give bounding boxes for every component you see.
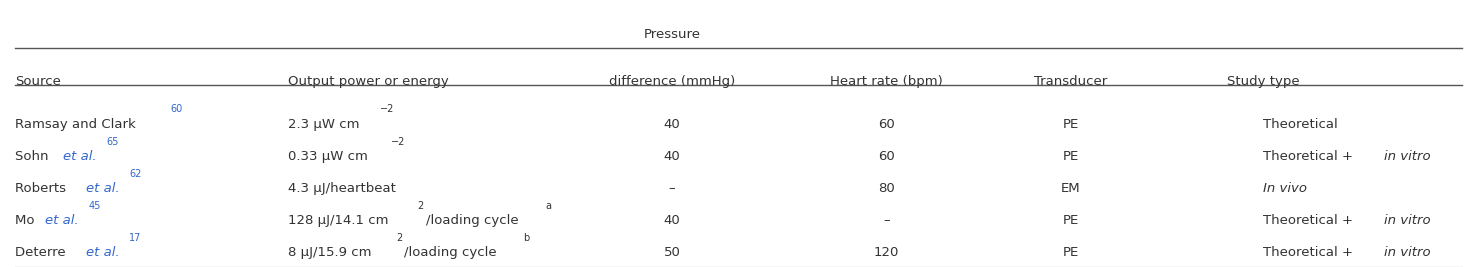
Text: difference (mmHg): difference (mmHg) <box>609 75 736 88</box>
Text: Theoretical: Theoretical <box>1263 118 1338 131</box>
Text: Ramsay and Clark: Ramsay and Clark <box>15 118 136 131</box>
Text: in vitro: in vitro <box>1384 246 1431 259</box>
Text: et al.: et al. <box>86 246 120 259</box>
Text: et al.: et al. <box>64 150 97 163</box>
Text: /loading cycle: /loading cycle <box>403 246 496 259</box>
Text: Transducer: Transducer <box>1034 75 1108 88</box>
Text: 2: 2 <box>418 201 424 211</box>
Text: 120: 120 <box>873 246 899 259</box>
Text: PE: PE <box>1062 118 1080 131</box>
Text: Sohn: Sohn <box>15 150 53 163</box>
Text: Theoretical +: Theoretical + <box>1263 246 1357 259</box>
Text: 0.33 μW cm: 0.33 μW cm <box>288 150 368 163</box>
Text: 2: 2 <box>396 233 402 243</box>
Text: 40: 40 <box>663 150 681 163</box>
Text: Theoretical +: Theoretical + <box>1263 150 1357 163</box>
Text: 40: 40 <box>663 214 681 227</box>
Text: In vivo: In vivo <box>1263 182 1307 195</box>
Text: PE: PE <box>1062 246 1080 259</box>
Text: 40: 40 <box>663 118 681 131</box>
Text: a: a <box>545 201 551 211</box>
Text: in vitro: in vitro <box>1384 150 1431 163</box>
Text: in vitro: in vitro <box>1384 214 1431 227</box>
Text: b: b <box>523 233 530 243</box>
Text: –: – <box>669 182 675 195</box>
Text: PE: PE <box>1062 150 1080 163</box>
Text: EM: EM <box>1060 182 1081 195</box>
Text: 62: 62 <box>130 168 142 179</box>
Text: 4.3 μJ/heartbeat: 4.3 μJ/heartbeat <box>288 182 396 195</box>
Text: –: – <box>883 214 889 227</box>
Text: −2: −2 <box>380 104 394 115</box>
Text: 80: 80 <box>877 182 895 195</box>
Text: Deterre: Deterre <box>15 246 69 259</box>
Text: 60: 60 <box>877 150 895 163</box>
Text: Source: Source <box>15 75 61 88</box>
Text: Mo: Mo <box>15 214 38 227</box>
Text: PE: PE <box>1062 214 1080 227</box>
Text: 50: 50 <box>663 246 681 259</box>
Text: 17: 17 <box>128 233 142 243</box>
Text: Roberts: Roberts <box>15 182 69 195</box>
Text: 60: 60 <box>877 118 895 131</box>
Text: /loading cycle: /loading cycle <box>425 214 518 227</box>
Text: et al.: et al. <box>46 214 80 227</box>
Text: et al.: et al. <box>86 182 120 195</box>
Text: Heart rate (bpm): Heart rate (bpm) <box>830 75 942 88</box>
Text: Pressure: Pressure <box>644 28 700 41</box>
Text: 60: 60 <box>170 104 183 115</box>
Text: Study type: Study type <box>1226 75 1300 88</box>
Text: 128 μJ/14.1 cm: 128 μJ/14.1 cm <box>288 214 388 227</box>
Text: Output power or energy: Output power or energy <box>288 75 449 88</box>
Text: 65: 65 <box>106 136 120 147</box>
Text: 45: 45 <box>89 201 102 211</box>
Text: Theoretical +: Theoretical + <box>1263 214 1357 227</box>
Text: 8 μJ/15.9 cm: 8 μJ/15.9 cm <box>288 246 372 259</box>
Text: −2: −2 <box>391 136 406 147</box>
Text: 2.3 μW cm: 2.3 μW cm <box>288 118 359 131</box>
